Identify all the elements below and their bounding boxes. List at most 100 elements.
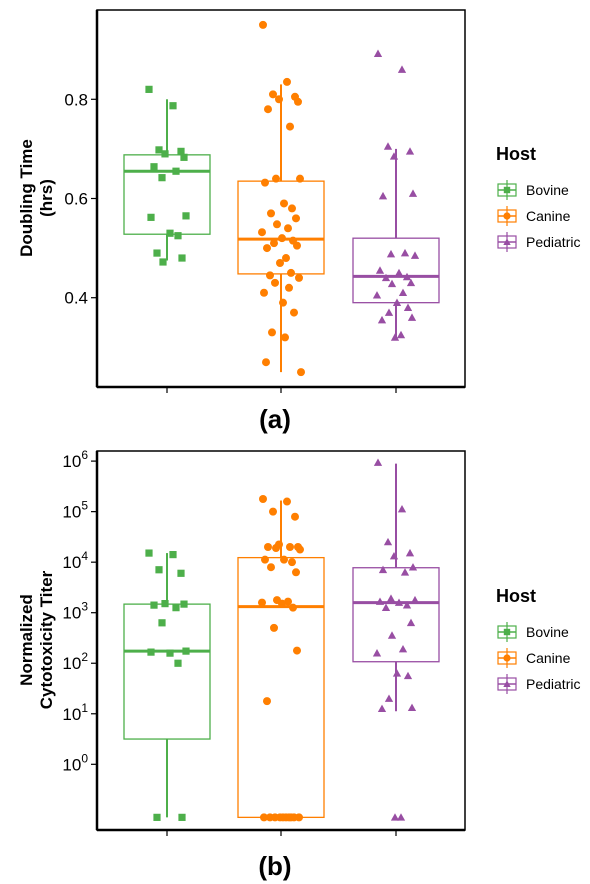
legend-label: Bovine: [526, 624, 569, 640]
data-point: [406, 618, 416, 627]
data-point: [271, 278, 279, 287]
data-point: [288, 204, 296, 213]
data-point: [402, 600, 412, 609]
data-point: [384, 694, 394, 702]
legend-label: Pediatric: [526, 234, 580, 250]
data-point: [169, 550, 177, 559]
data-point: [402, 272, 412, 281]
data-point: [283, 77, 291, 86]
data-point: [270, 239, 278, 248]
data-point: [292, 214, 300, 223]
data-point: [294, 97, 302, 106]
data-point: [268, 328, 276, 337]
y-tick-label: 102: [62, 650, 88, 673]
data-point: [276, 258, 284, 267]
data-point: [177, 569, 185, 577]
legend-key-marker: [503, 186, 511, 194]
data-point: [387, 279, 397, 288]
box-bovine: [123, 603, 211, 740]
data-point: [153, 249, 161, 257]
data-point: [278, 599, 286, 608]
data-point: [158, 174, 166, 182]
box-pediatric: [352, 237, 440, 304]
data-point: [258, 228, 266, 237]
data-point: [286, 543, 294, 552]
data-point: [258, 598, 266, 607]
data-point: [378, 565, 388, 574]
data-point: [266, 271, 274, 280]
data-point: [387, 631, 397, 639]
data-point: [267, 209, 275, 218]
box-canine: [237, 180, 325, 275]
data-point: [289, 603, 297, 612]
data-point: [403, 671, 413, 680]
legend-title: Host: [496, 144, 536, 164]
data-point: [390, 813, 400, 821]
data-point: [182, 212, 190, 220]
data-point: [155, 566, 163, 574]
data-point: [180, 153, 188, 161]
data-point: [377, 315, 387, 324]
data-point: [174, 659, 182, 667]
data-point: [284, 597, 292, 606]
y-tick-label: 103: [62, 600, 88, 623]
data-point: [392, 298, 402, 306]
legend-key-marker: [503, 680, 511, 687]
data-point: [282, 254, 290, 263]
data-point: [400, 248, 410, 257]
data-point: [272, 174, 280, 183]
legend-key-marker: [503, 212, 511, 220]
data-point: [147, 648, 155, 656]
data-point: [283, 497, 291, 506]
data-point: [408, 189, 418, 197]
data-point: [262, 358, 270, 367]
data-point: [260, 813, 268, 822]
data-point: [285, 283, 293, 292]
data-point: [150, 163, 158, 171]
data-point: [279, 813, 287, 822]
data-point: [153, 813, 161, 821]
data-point: [269, 507, 277, 516]
data-point: [405, 147, 415, 155]
data-point: [145, 85, 153, 93]
data-point: [381, 273, 391, 282]
data-point: [166, 229, 174, 237]
data-point: [259, 495, 267, 504]
data-point: [293, 646, 301, 655]
data-point: [261, 555, 269, 564]
data-point: [407, 703, 417, 712]
data-point: [172, 167, 180, 175]
data-point: [145, 549, 153, 557]
data-point: [166, 649, 174, 657]
data-point: [396, 330, 406, 339]
data-point: [259, 20, 267, 29]
data-point: [161, 150, 169, 158]
data-point: [155, 146, 163, 154]
data-point: [296, 174, 304, 183]
data-point: [406, 278, 416, 287]
data-point: [280, 199, 288, 208]
y-tick-label: 106: [62, 448, 88, 471]
y-tick-label: 101: [62, 701, 88, 724]
data-point: [269, 90, 277, 99]
data-point: [150, 601, 158, 609]
data-point: [398, 644, 408, 653]
data-point: [272, 544, 280, 553]
data-point: [397, 65, 407, 73]
legend-label: Canine: [526, 650, 571, 666]
data-point: [158, 619, 166, 627]
data-point: [293, 241, 301, 250]
data-point: [384, 308, 394, 316]
legend-label: Pediatric: [526, 676, 580, 692]
y-tick-label: 0.8: [64, 90, 88, 109]
data-point: [284, 224, 292, 233]
data-point: [280, 555, 288, 564]
data-point: [400, 568, 410, 576]
data-point: [381, 603, 391, 611]
data-point: [178, 254, 186, 262]
data-point: [394, 268, 404, 277]
data-point: [273, 220, 281, 229]
data-point: [410, 595, 420, 604]
data-point: [267, 563, 275, 572]
legend-key-marker: [503, 654, 511, 662]
